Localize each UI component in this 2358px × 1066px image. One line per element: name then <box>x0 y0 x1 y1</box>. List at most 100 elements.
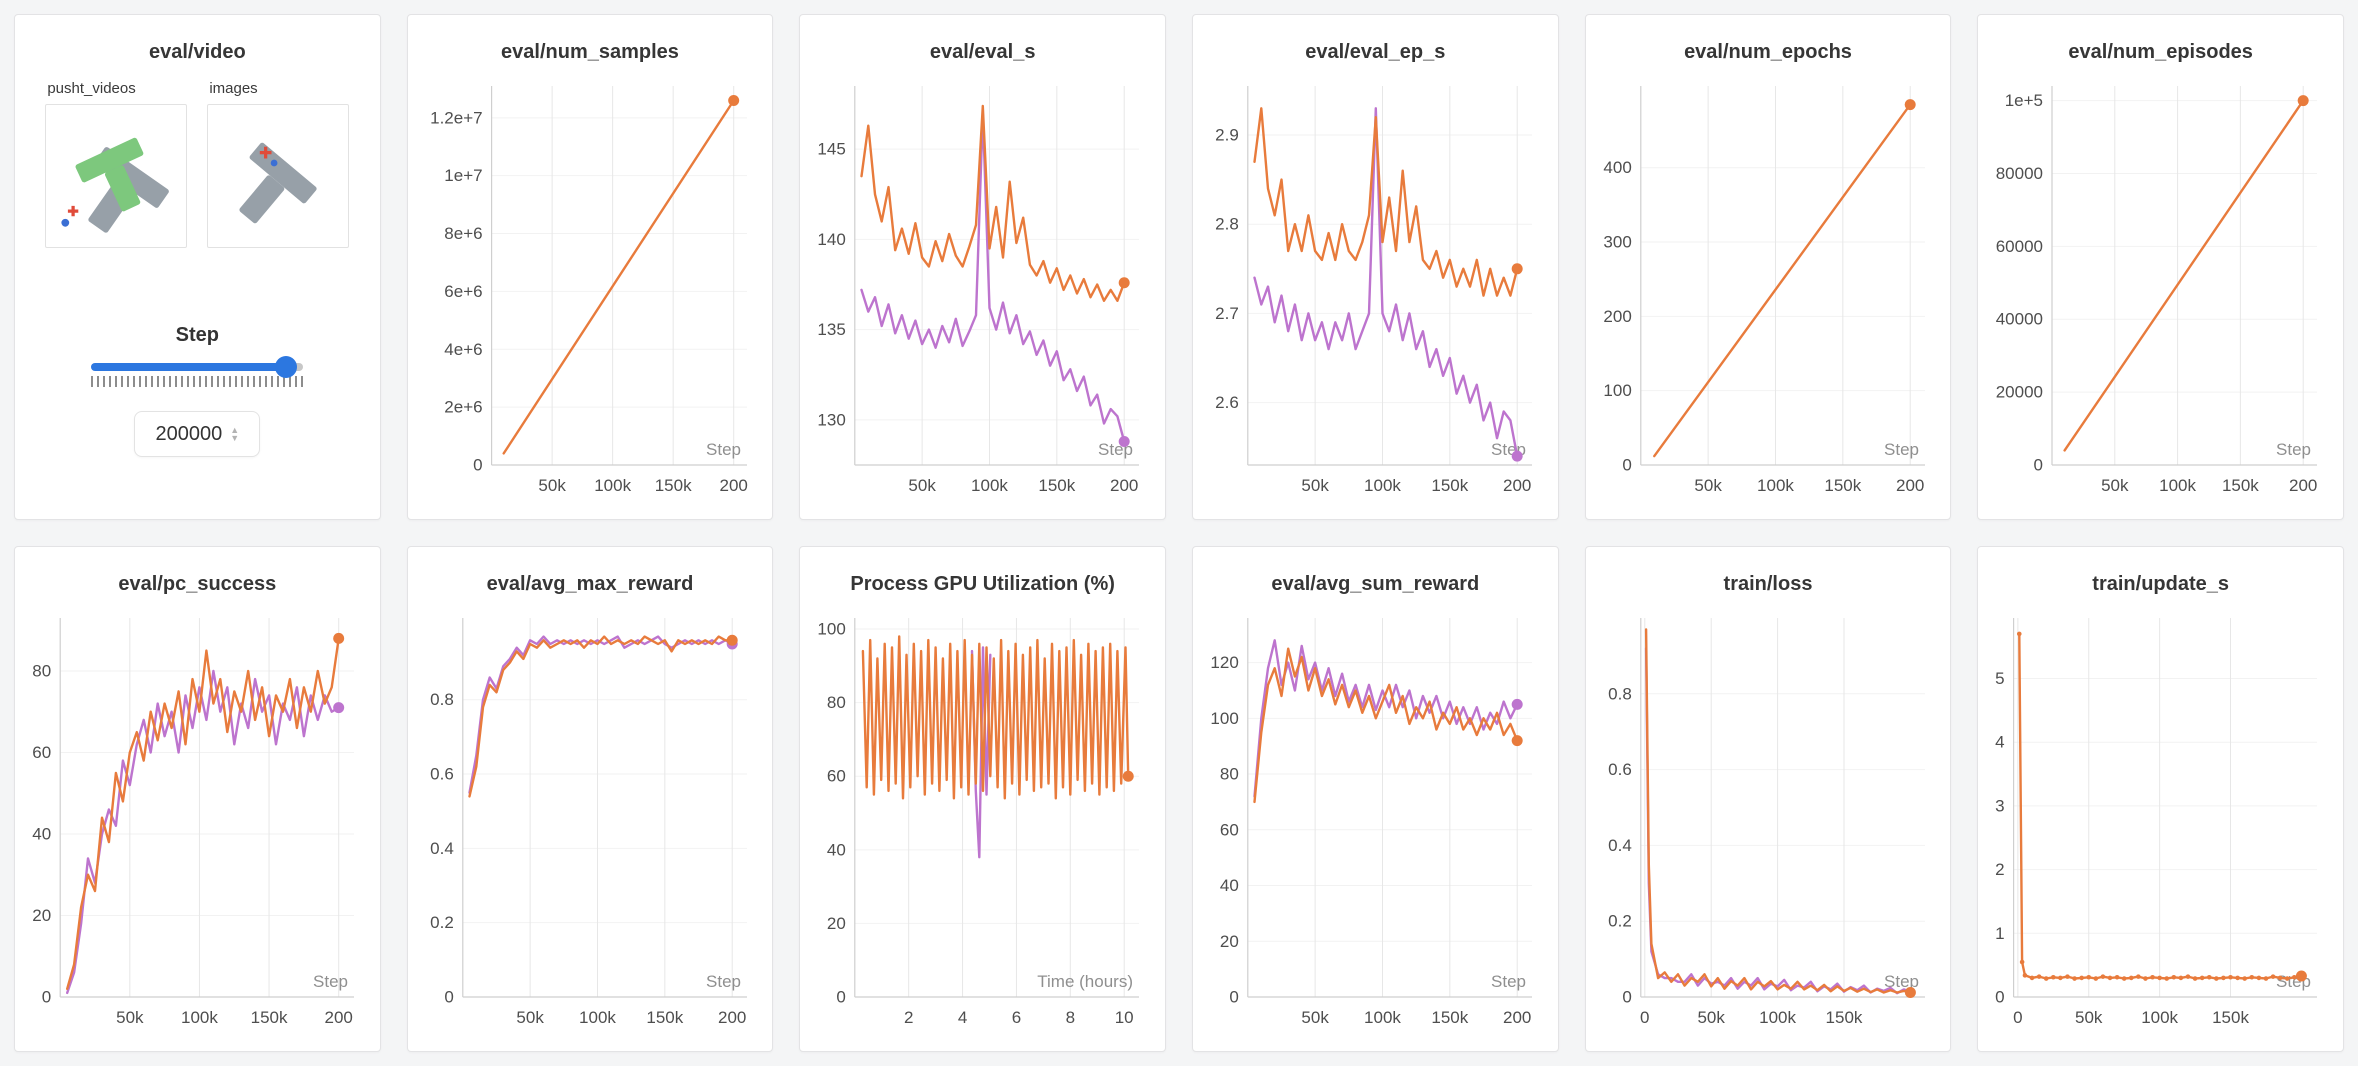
chart-panel: train/update_s 0 1 2 3 4 5 0 50k 100k 150k Step <box>1977 546 2344 1052</box>
svg-text:200: 200 <box>719 476 747 495</box>
chart-title: eval/num_episodes <box>2068 41 2253 63</box>
svg-text:1e+7: 1e+7 <box>444 166 482 185</box>
svg-text:0.2: 0.2 <box>430 913 454 932</box>
svg-text:60: 60 <box>1220 820 1239 839</box>
svg-text:100k: 100k <box>1759 1008 1796 1027</box>
chart-panel: eval/num_episodes 0 20000 40000 60000 80000 1… <box>1977 14 2344 520</box>
svg-text:100k: 100k <box>1757 476 1794 495</box>
svg-text:200: 200 <box>1110 476 1138 495</box>
chart-plot[interactable]: 0 100 200 300 400 50k 100k 150k 200 Step <box>1594 70 1943 511</box>
chart-panel: eval/eval_ep_s 2.6 2.7 2.8 2.9 50k 100k 150k 20… <box>1191 14 1559 520</box>
svg-text:Step: Step <box>313 972 348 991</box>
svg-text:140: 140 <box>818 230 846 249</box>
svg-text:50k: 50k <box>1301 1008 1329 1027</box>
svg-text:200: 200 <box>1503 476 1531 495</box>
step-slider[interactable] <box>91 356 304 387</box>
svg-text:120: 120 <box>1210 653 1238 672</box>
step-down-icon[interactable]: ▼ <box>230 433 240 443</box>
svg-text:1e+5: 1e+5 <box>2005 91 2043 110</box>
svg-text:50k: 50k <box>1694 476 1722 495</box>
slider-knob[interactable] <box>275 356 298 378</box>
chart-title: eval/pc_success <box>118 573 277 595</box>
svg-text:100: 100 <box>1210 709 1238 728</box>
svg-text:2.7: 2.7 <box>1215 304 1239 323</box>
step-up-icon[interactable]: ▲ <box>230 425 240 435</box>
chart-plot[interactable]: 0 1 2 3 4 5 0 50k 100k 150k Step <box>1986 602 2335 1043</box>
svg-text:6e+6: 6e+6 <box>444 282 482 301</box>
svg-text:150k: 150k <box>1039 476 1076 495</box>
chart-panel: eval/eval_s 130 135 140 145 50k 100k 150k 200 St… <box>799 14 1166 520</box>
svg-text:5: 5 <box>1995 669 2004 688</box>
chart-panel: eval/num_epochs 0 100 200 300 400 50k 100k 150k… <box>1584 14 1952 520</box>
svg-text:150k: 150k <box>251 1008 288 1027</box>
svg-text:80: 80 <box>32 661 51 680</box>
svg-text:20: 20 <box>1220 932 1239 951</box>
slider-track[interactable] <box>91 356 304 378</box>
pusht-scene-icon <box>61 137 170 233</box>
svg-text:0: 0 <box>2034 456 2043 475</box>
step-value-input[interactable]: 200000 ▲ ▼ <box>134 411 261 457</box>
chart-plot[interactable]: 0 20000 40000 60000 80000 1e+5 50k 100k 150k 200 S… <box>1986 70 2335 511</box>
chart-title: Process GPU Utilization (%) <box>850 573 1115 595</box>
svg-text:50k: 50k <box>516 1008 544 1027</box>
chart-title: eval/num_epochs <box>1684 41 1852 63</box>
chart-plot[interactable]: 2.6 2.7 2.8 2.9 50k 100k 150k 200 Step <box>1201 70 1550 511</box>
svg-text:0: 0 <box>444 988 453 1007</box>
chart-plot[interactable]: 0 0.2 0.4 0.6 0.8 50k 100k 150k 200 Step <box>416 602 765 1043</box>
svg-text:Step: Step <box>1884 440 1919 459</box>
svg-text:50k: 50k <box>1697 1008 1725 1027</box>
svg-text:80: 80 <box>1220 765 1239 784</box>
video-panel: eval/video pusht_videos <box>14 14 381 520</box>
svg-text:100k: 100k <box>579 1008 616 1027</box>
svg-text:200: 200 <box>1503 1008 1531 1027</box>
svg-text:50k: 50k <box>538 476 566 495</box>
chart-title: eval/avg_sum_reward <box>1271 573 1480 595</box>
svg-text:150k: 150k <box>1825 1008 1862 1027</box>
svg-text:200: 200 <box>324 1008 352 1027</box>
svg-text:100k: 100k <box>181 1008 218 1027</box>
chart-plot[interactable]: 0 0.2 0.4 0.6 0.8 0 50k 100k 150k Step <box>1594 602 1943 1043</box>
chart-panel: eval/avg_sum_reward 0 20 40 60 80 100 120 50k 10… <box>1191 546 1559 1052</box>
svg-text:100k: 100k <box>2159 476 2196 495</box>
svg-text:10: 10 <box>1115 1008 1134 1027</box>
svg-text:6: 6 <box>1012 1008 1021 1027</box>
chart-plot[interactable]: 0 20 40 60 80 100 120 50k 100k 150k 200 Step <box>1201 602 1550 1043</box>
images-thumbnail[interactable] <box>207 104 350 248</box>
svg-text:Step: Step <box>706 440 741 459</box>
svg-text:40: 40 <box>827 840 846 859</box>
svg-text:0.4: 0.4 <box>430 839 454 858</box>
step-value: 200000 <box>155 422 223 445</box>
svg-text:0: 0 <box>1640 1008 1649 1027</box>
svg-text:0: 0 <box>2013 1008 2022 1027</box>
svg-text:0: 0 <box>837 988 846 1007</box>
svg-text:100k: 100k <box>971 476 1008 495</box>
svg-text:0: 0 <box>42 988 51 1007</box>
chart-plot[interactable]: 0 2e+6 4e+6 6e+6 8e+6 1e+7 1.2e+7 50k 100k 150k 20… <box>416 70 765 511</box>
pusht-image-icon <box>239 142 317 224</box>
svg-text:400: 400 <box>1603 158 1631 177</box>
chart-panel: train/loss 0 0.2 0.4 0.6 0.8 0 50k 100k 150k Step <box>1584 546 1952 1052</box>
svg-text:135: 135 <box>818 320 846 339</box>
svg-text:100: 100 <box>818 620 846 639</box>
svg-text:150k: 150k <box>1431 1008 1468 1027</box>
svg-text:Time (hours): Time (hours) <box>1038 972 1134 991</box>
chart-plot[interactable]: 0 20 40 60 80 100 2 4 6 8 10 Time (hours) <box>808 602 1157 1043</box>
svg-text:200: 200 <box>1603 307 1631 326</box>
svg-text:100k: 100k <box>2142 1008 2179 1027</box>
pusht-videos-thumbnail[interactable] <box>45 104 188 248</box>
svg-text:200: 200 <box>2289 476 2317 495</box>
svg-text:0: 0 <box>1622 988 1631 1007</box>
svg-text:60: 60 <box>32 743 51 762</box>
chart-plot[interactable]: 0 20 40 60 80 50k 100k 150k 200 Step <box>23 602 372 1043</box>
stepper-arrows[interactable]: ▲ ▼ <box>230 425 240 443</box>
step-slider-label: Step <box>175 324 219 346</box>
svg-text:60000: 60000 <box>1996 237 2043 256</box>
svg-text:0.2: 0.2 <box>1608 912 1632 931</box>
chart-panel: eval/avg_max_reward 0 0.2 0.4 0.6 0.8 50k 100k… <box>406 546 774 1052</box>
svg-text:4e+6: 4e+6 <box>444 340 482 359</box>
chart-plot[interactable]: 130 135 140 145 50k 100k 150k 200 Step <box>808 70 1157 511</box>
svg-text:2: 2 <box>904 1008 913 1027</box>
svg-text:60: 60 <box>827 767 846 786</box>
svg-text:100: 100 <box>1603 381 1631 400</box>
